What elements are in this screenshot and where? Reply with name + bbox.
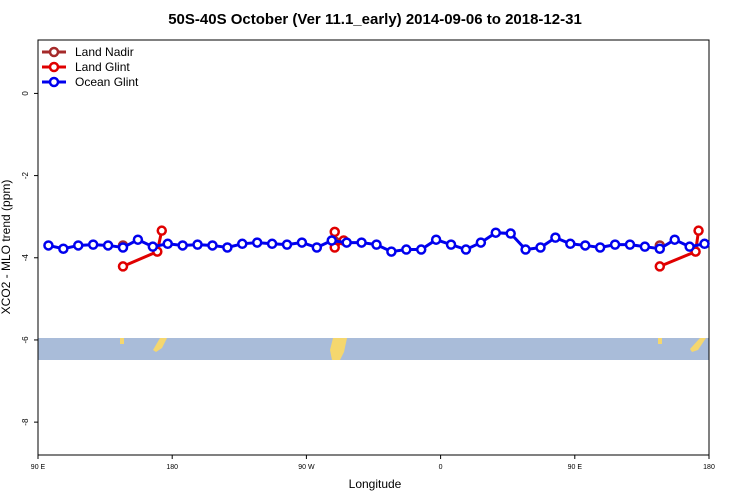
- x-tick-label: 180: [703, 464, 715, 471]
- data-point: [693, 225, 704, 236]
- data-point: [639, 241, 651, 252]
- land-patch: [330, 338, 347, 360]
- data-point: [281, 239, 293, 250]
- x-tick-label: 0: [439, 464, 443, 471]
- data-point: [117, 261, 129, 272]
- data-point: [505, 228, 516, 239]
- data-point: [222, 242, 233, 253]
- data-point: [102, 240, 114, 251]
- data-point: [207, 240, 218, 251]
- land-patch: [658, 338, 662, 344]
- legend-label: Land Glint: [75, 60, 130, 74]
- land-patch: [690, 338, 706, 352]
- data-point: [475, 237, 487, 248]
- data-point: [156, 225, 168, 236]
- data-point: [490, 227, 502, 238]
- data-point: [550, 232, 561, 243]
- data-point: [669, 234, 680, 245]
- data-point: [460, 244, 472, 255]
- data-point: [341, 237, 352, 248]
- data-point: [386, 246, 397, 257]
- data-point: [565, 238, 576, 250]
- y-axis-label: XCO2 - MLO trend (ppm): [0, 180, 13, 315]
- data-point: [311, 242, 323, 253]
- data-point: [356, 237, 367, 248]
- data-point: [237, 238, 248, 250]
- y-tick-label: -8: [21, 418, 30, 426]
- data-point: [624, 239, 636, 250]
- data-point: [132, 234, 144, 245]
- data-point: [684, 241, 695, 252]
- data-point: [520, 244, 531, 255]
- y-tick-label: -6: [21, 336, 30, 344]
- data-point: [43, 240, 54, 251]
- data-point: [654, 243, 666, 254]
- data-point: [329, 226, 340, 238]
- chart-title: 50S-40S October (Ver 11.1_early) 2014-09…: [168, 11, 582, 28]
- data-point: [654, 261, 666, 272]
- data-point: [251, 237, 263, 248]
- data-point: [58, 243, 69, 254]
- data-point: [192, 239, 203, 250]
- plot-frame: [37, 39, 710, 456]
- data-point: [87, 239, 99, 250]
- data-point: [609, 239, 621, 250]
- ocean-strip: [38, 338, 709, 360]
- data-point: [594, 242, 606, 253]
- y-tick-label: -4: [21, 254, 30, 262]
- x-axis-label: Longitude: [349, 477, 402, 491]
- x-tick-label: 90 E: [568, 464, 583, 471]
- data-point: [296, 237, 308, 248]
- data-point: [445, 239, 457, 250]
- legend-label: Ocean Glint: [75, 75, 139, 89]
- x-tick-label: 90 W: [298, 464, 315, 471]
- data-point: [73, 240, 84, 251]
- land-patch: [153, 338, 167, 352]
- data-point: [177, 240, 188, 251]
- legend-marker: [48, 76, 60, 88]
- land-patch: [120, 338, 124, 344]
- data-point: [371, 239, 382, 250]
- data-point: [162, 238, 173, 250]
- y-tick-label: -2: [21, 171, 30, 179]
- data-point: [430, 234, 442, 245]
- data-point: [415, 244, 427, 255]
- y-tick-label: 0: [21, 91, 30, 96]
- data-point: [401, 244, 412, 255]
- legend-marker: [48, 46, 60, 58]
- data-point: [266, 238, 278, 250]
- legend-label: Land Nadir: [75, 45, 134, 59]
- x-tick-label: 180: [166, 464, 178, 471]
- data-point: [147, 241, 159, 252]
- data-point: [326, 235, 337, 246]
- data-point: [699, 238, 710, 250]
- land-ocean-strip: [38, 338, 709, 360]
- legend-marker: [48, 61, 60, 73]
- data-point: [117, 242, 129, 253]
- data-point: [579, 240, 591, 251]
- x-tick-label: 90 E: [31, 464, 46, 471]
- data-point: [535, 242, 546, 253]
